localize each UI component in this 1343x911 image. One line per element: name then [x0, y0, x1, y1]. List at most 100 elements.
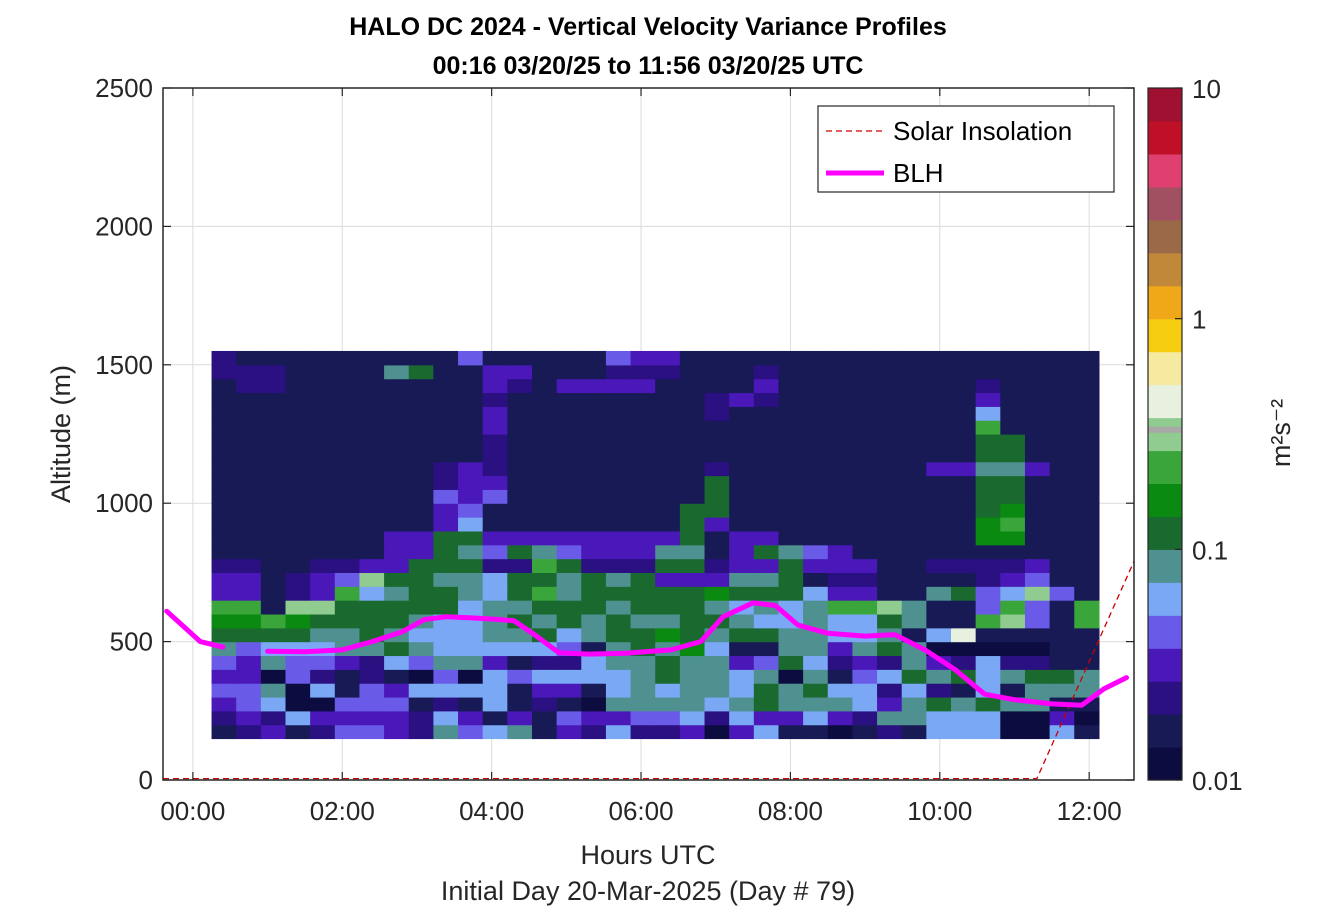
heatmap-cell — [778, 696, 804, 712]
x-tick-label: 00:00 — [160, 796, 225, 826]
heatmap-cell — [975, 406, 1001, 421]
heatmap-cell — [1000, 724, 1026, 740]
heatmap-cell — [655, 461, 681, 477]
heatmap-cell — [605, 724, 632, 740]
heatmap-cell — [852, 434, 878, 449]
heatmap-cell — [1074, 392, 1100, 407]
heatmap-cell — [1024, 613, 1051, 629]
heatmap-cell — [729, 669, 755, 684]
heatmap-cell — [458, 683, 484, 698]
heatmap-cell — [704, 530, 730, 546]
heatmap-cell — [852, 613, 878, 629]
heatmap-cell — [1074, 350, 1100, 366]
heatmap-cell — [211, 461, 237, 477]
heatmap-cell — [1024, 392, 1051, 407]
heatmap-cell — [975, 434, 1001, 449]
heatmap-cell — [975, 530, 1001, 546]
heatmap-cell — [975, 392, 1001, 407]
heatmap-cell — [605, 420, 632, 435]
heatmap-cell — [458, 489, 484, 504]
heatmap-cell — [679, 517, 706, 532]
heatmap-cell — [852, 364, 878, 380]
heatmap-cell — [458, 724, 484, 740]
heatmap-cell — [975, 600, 1001, 615]
heatmap-cell — [1074, 517, 1100, 532]
heatmap-cell — [260, 406, 287, 421]
heatmap-cell — [581, 406, 607, 421]
heatmap-cell — [679, 461, 706, 477]
heatmap-cell — [901, 724, 927, 740]
heatmap-cell — [384, 392, 410, 407]
heatmap-cell — [236, 600, 262, 615]
heatmap-cell — [433, 572, 459, 587]
heatmap-cell — [310, 461, 336, 477]
x-tick-label: 08:00 — [758, 796, 823, 826]
heatmap-cell — [877, 558, 903, 573]
heatmap-cell — [581, 350, 607, 366]
heatmap-cell — [1000, 655, 1026, 670]
heatmap-cell — [803, 572, 829, 587]
heatmap-cell — [408, 392, 434, 407]
heatmap-cell — [605, 710, 632, 726]
heatmap-cell — [531, 558, 558, 573]
heatmap-cell — [507, 364, 533, 380]
heatmap-cell — [531, 350, 558, 366]
heatmap-cell — [1049, 558, 1075, 573]
heatmap-cell — [581, 544, 607, 560]
heatmap-cell — [827, 724, 854, 740]
heatmap-cell — [334, 364, 361, 380]
heatmap-cell — [630, 613, 656, 629]
heatmap-cell — [482, 710, 508, 726]
series-lines — [163, 561, 1134, 780]
heatmap-cell — [877, 378, 903, 394]
heatmap-cell — [458, 447, 484, 463]
heatmap-cell — [704, 683, 730, 698]
heatmap-cell — [458, 641, 484, 657]
heatmap-cell — [285, 392, 311, 407]
heatmap-cell — [334, 558, 361, 573]
colorbar-tick-label: 0.01 — [1192, 766, 1243, 796]
heatmap-cell — [1074, 406, 1100, 421]
heatmap-cell — [852, 517, 878, 532]
heatmap-cell — [729, 364, 755, 380]
heatmap-cell — [679, 683, 706, 698]
heatmap-cell — [334, 530, 361, 546]
heatmap-cell — [655, 392, 681, 407]
heatmap-cell — [1024, 655, 1051, 670]
heatmap-cell — [384, 696, 410, 712]
heatmap-cell — [285, 517, 311, 532]
heatmap-cell — [433, 350, 459, 366]
heatmap-cell — [482, 503, 508, 518]
heatmap-cell — [827, 710, 854, 726]
chart-subtitle: 00:16 03/20/25 to 11:56 03/20/25 UTC — [433, 52, 864, 80]
heatmap-cell — [334, 475, 361, 490]
heatmap-cell — [605, 558, 632, 573]
heatmap-cell — [211, 434, 237, 449]
colorbar-tick-label: 10 — [1192, 74, 1221, 104]
heatmap-cell — [605, 406, 632, 421]
heatmap-cell — [556, 655, 582, 670]
heatmap-cell — [581, 683, 607, 698]
heatmap-cell — [655, 655, 681, 670]
heatmap-cell — [507, 489, 533, 504]
heatmap-cell — [556, 517, 582, 532]
heatmap-cell — [260, 475, 287, 490]
heatmap-cell — [630, 655, 656, 670]
heatmap-cell — [951, 696, 977, 712]
heatmap-cell — [260, 364, 287, 380]
heatmap-cell — [384, 683, 410, 698]
heatmap-cell — [877, 364, 903, 380]
heatmap-cell — [679, 420, 706, 435]
heatmap-cell — [384, 364, 410, 380]
heatmap-cell — [285, 655, 311, 670]
heatmap-cell — [1000, 350, 1026, 366]
heatmap-cell — [507, 406, 533, 421]
heatmap-cell — [285, 461, 311, 477]
heatmap-cell — [433, 364, 459, 380]
heatmap-cell — [211, 613, 237, 629]
heatmap-cell — [704, 655, 730, 670]
heatmap-cell — [877, 420, 903, 435]
heatmap-cell — [285, 669, 311, 684]
heatmap-cell — [852, 641, 878, 657]
heatmap-cell — [630, 392, 656, 407]
